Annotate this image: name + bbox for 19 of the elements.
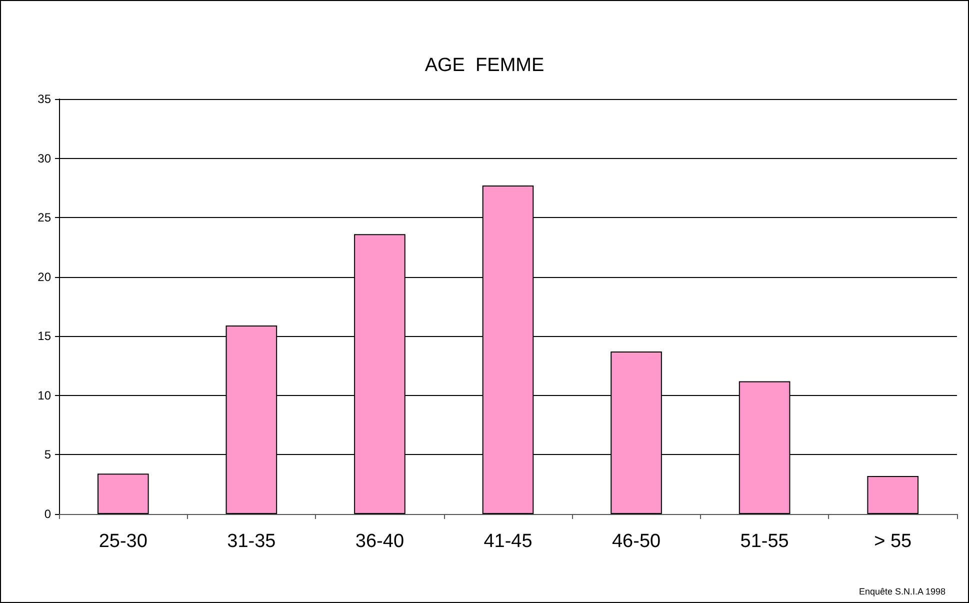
y-tick-label: 10	[38, 388, 52, 402]
x-tick-label: 36-40	[355, 531, 404, 552]
x-tick-label: 31-35	[227, 531, 276, 552]
x-tick-label: 25-30	[98, 531, 148, 552]
x-tick-label: 41-45	[484, 531, 532, 552]
x-tick-label: > 55	[874, 531, 912, 552]
y-tick-label: 15	[38, 329, 52, 344]
y-tick-label: 35	[38, 92, 52, 106]
bar	[97, 474, 149, 514]
bar	[867, 476, 919, 514]
y-tick-label: 25	[38, 210, 52, 225]
y-tick-label: 0	[44, 507, 52, 521]
x-tick-label: 51-55	[740, 531, 789, 552]
y-tick-label: 5	[44, 448, 52, 462]
text: Enquête S.N.I.A 1998	[858, 586, 946, 596]
x-tick-label: 46-50	[612, 531, 661, 552]
chart-title: AGE FEMME	[424, 55, 544, 76]
y-tick-label: 30	[38, 151, 52, 166]
y-tick-label: 20	[38, 270, 52, 284]
